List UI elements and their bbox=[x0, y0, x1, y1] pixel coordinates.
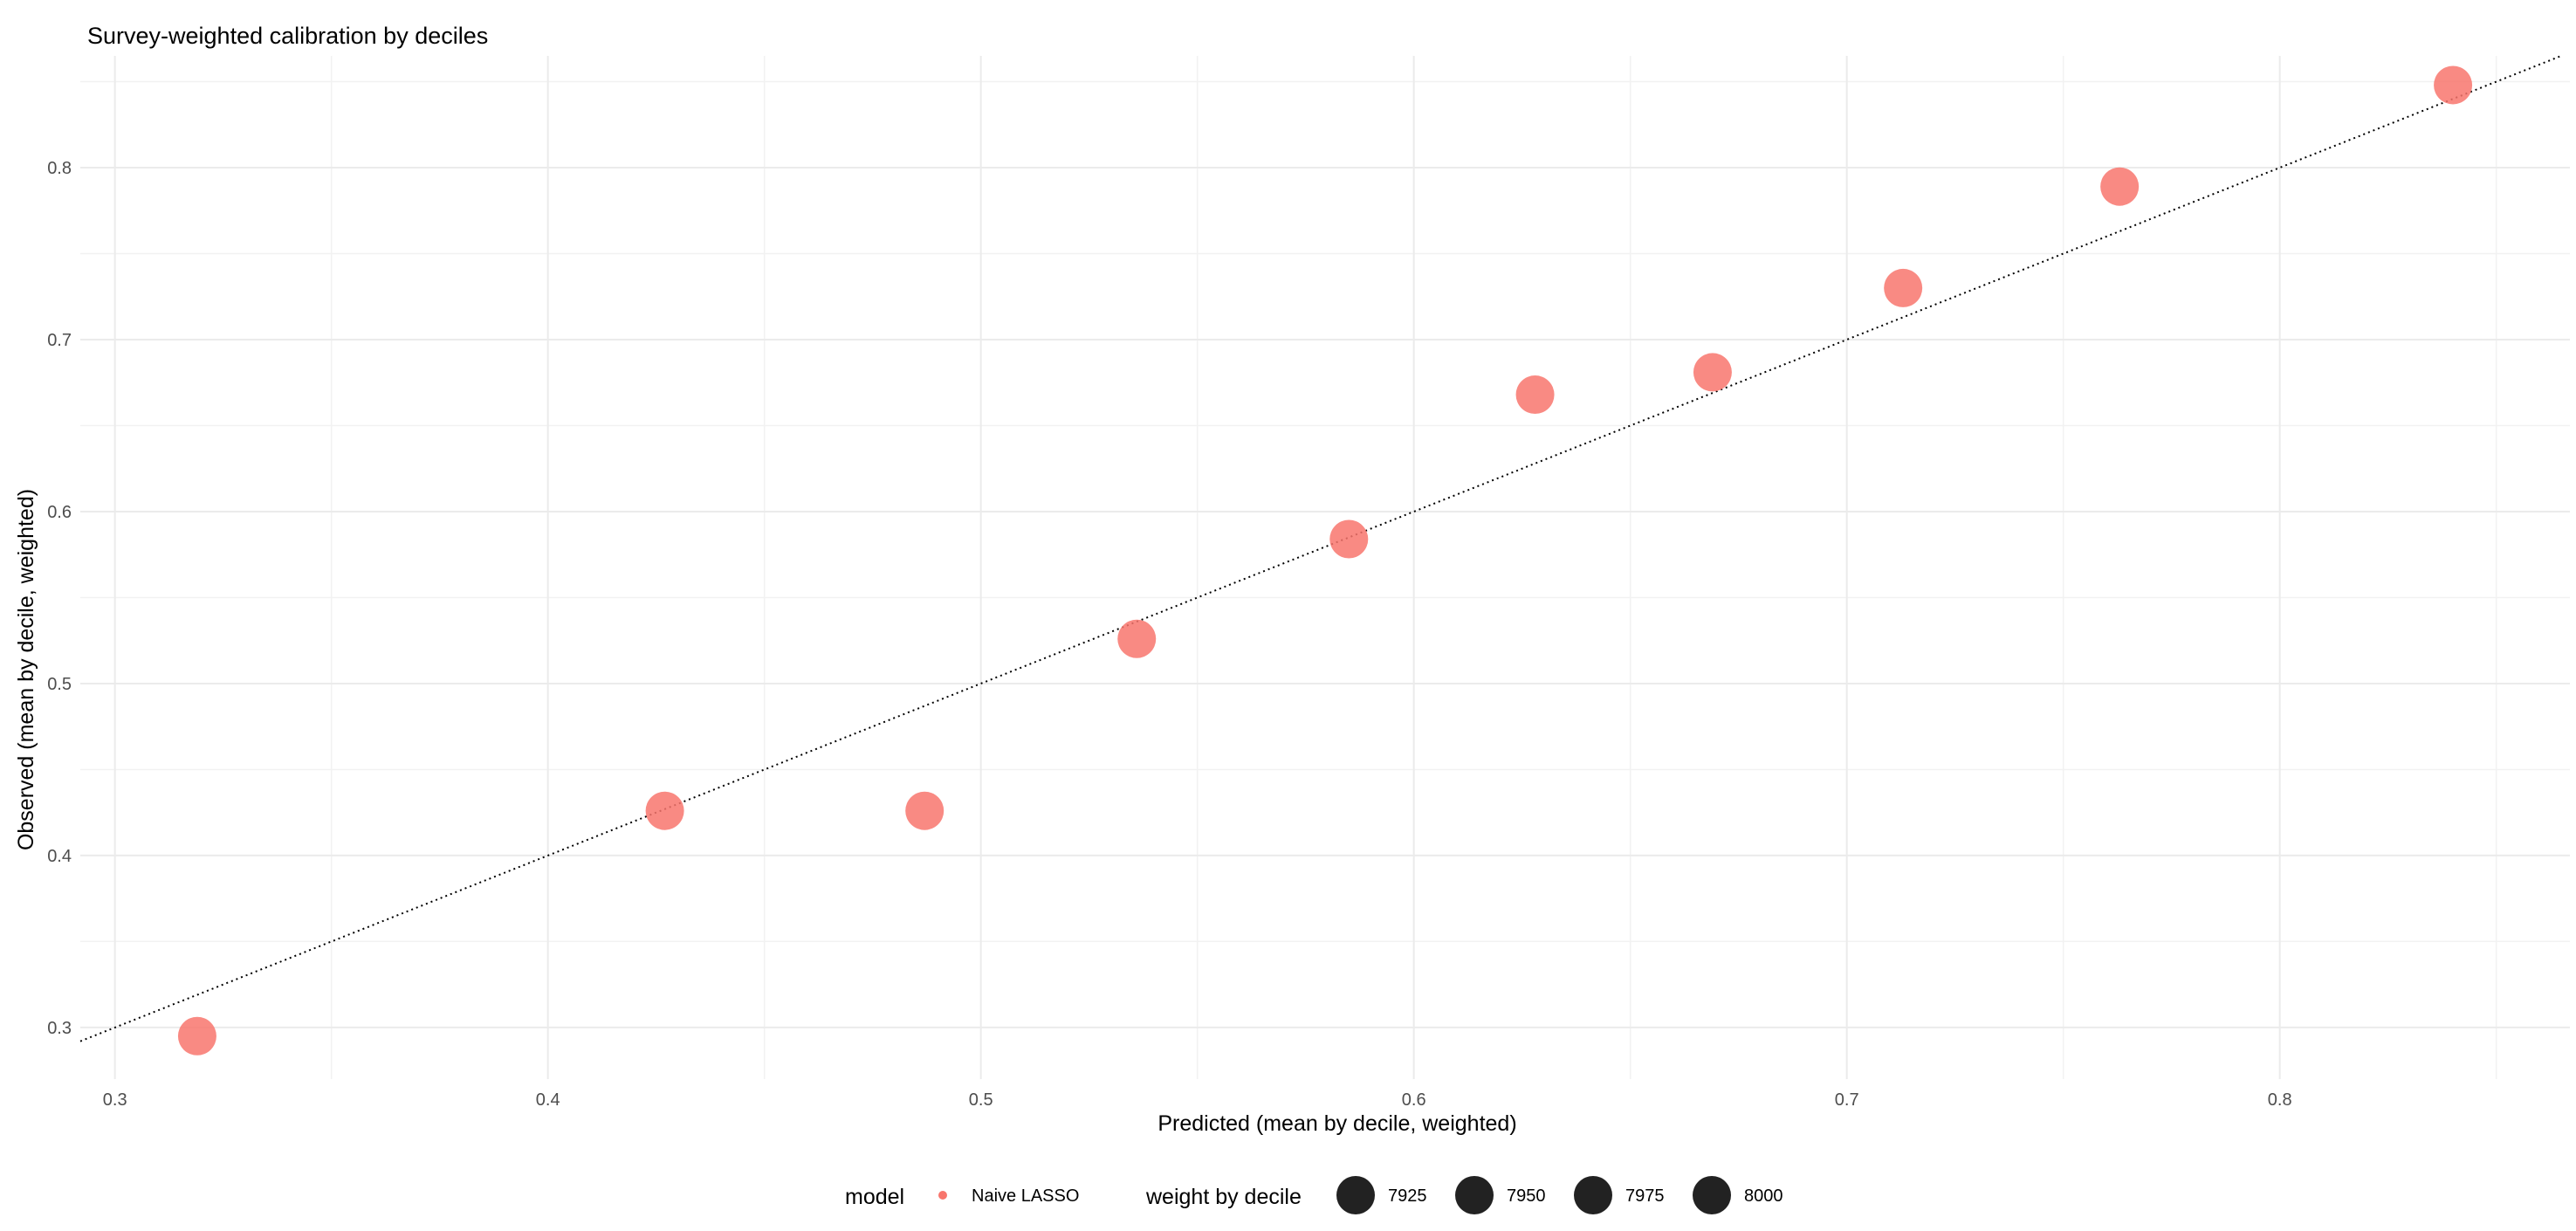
legend-size-label: 7975 bbox=[1625, 1186, 1665, 1206]
reference-diagonal-line bbox=[79, 55, 2562, 1042]
legend-size-key bbox=[1455, 1176, 1494, 1214]
y-tick-label: 0.6 bbox=[47, 503, 72, 522]
data-point bbox=[905, 791, 945, 830]
x-tick-label: 0.5 bbox=[969, 1090, 993, 1110]
legend-size-entries: 7925 7950 7975 8000 bbox=[1336, 1176, 1783, 1214]
y-tick-label: 0.8 bbox=[47, 159, 72, 178]
legend-key-naive-lasso bbox=[938, 1191, 947, 1200]
legend-size-label: 7950 bbox=[1507, 1186, 1546, 1206]
y-tick-label: 0.4 bbox=[47, 847, 72, 866]
chart-title: Survey-weighted calibration by deciles bbox=[87, 23, 488, 49]
legend-size-title: weight by decile bbox=[1145, 1185, 1302, 1209]
legend-size-label: 8000 bbox=[1744, 1186, 1783, 1206]
x-axis-tick-labels: 0.3 0.4 0.5 0.6 0.7 0.8 bbox=[103, 1090, 2292, 1110]
data-point bbox=[1329, 519, 1369, 559]
y-tick-label: 0.5 bbox=[47, 675, 72, 694]
x-tick-label: 0.6 bbox=[1402, 1090, 1426, 1110]
legend-size-key bbox=[1693, 1176, 1731, 1214]
x-tick-label: 0.3 bbox=[103, 1090, 127, 1110]
data-point bbox=[177, 1016, 216, 1056]
plot-panel bbox=[79, 55, 2570, 1079]
legend-label-naive-lasso: Naive LASSO bbox=[972, 1186, 1079, 1206]
data-point bbox=[1117, 619, 1157, 658]
y-axis-title: Observed (mean by decile, weighted) bbox=[14, 489, 38, 850]
x-axis-title: Predicted (mean by decile, weighted) bbox=[1157, 1111, 1516, 1136]
data-point bbox=[2100, 167, 2140, 206]
data-point bbox=[645, 791, 684, 830]
y-tick-label: 0.3 bbox=[47, 1019, 72, 1038]
x-tick-label: 0.7 bbox=[1835, 1090, 1859, 1110]
data-point bbox=[2434, 65, 2473, 105]
legend-size-key bbox=[1336, 1176, 1375, 1214]
legend-size-label: 7925 bbox=[1388, 1186, 1427, 1206]
data-points bbox=[177, 65, 2473, 1056]
data-point bbox=[1884, 268, 1923, 307]
grid-minor-lines bbox=[80, 56, 2570, 1079]
y-axis-tick-labels: 0.3 0.4 0.5 0.6 0.7 0.8 bbox=[47, 159, 72, 1038]
legend-color-title: model bbox=[845, 1185, 904, 1209]
legend: model Naive LASSO weight by decile 7925 7… bbox=[845, 1176, 1783, 1214]
grid-major-lines bbox=[80, 56, 2570, 1079]
legend-size-key bbox=[1574, 1176, 1612, 1214]
x-tick-label: 0.8 bbox=[2268, 1090, 2292, 1110]
x-tick-label: 0.4 bbox=[536, 1090, 560, 1110]
data-point bbox=[1515, 375, 1555, 415]
y-tick-label: 0.7 bbox=[47, 331, 72, 350]
data-point bbox=[1693, 353, 1732, 392]
